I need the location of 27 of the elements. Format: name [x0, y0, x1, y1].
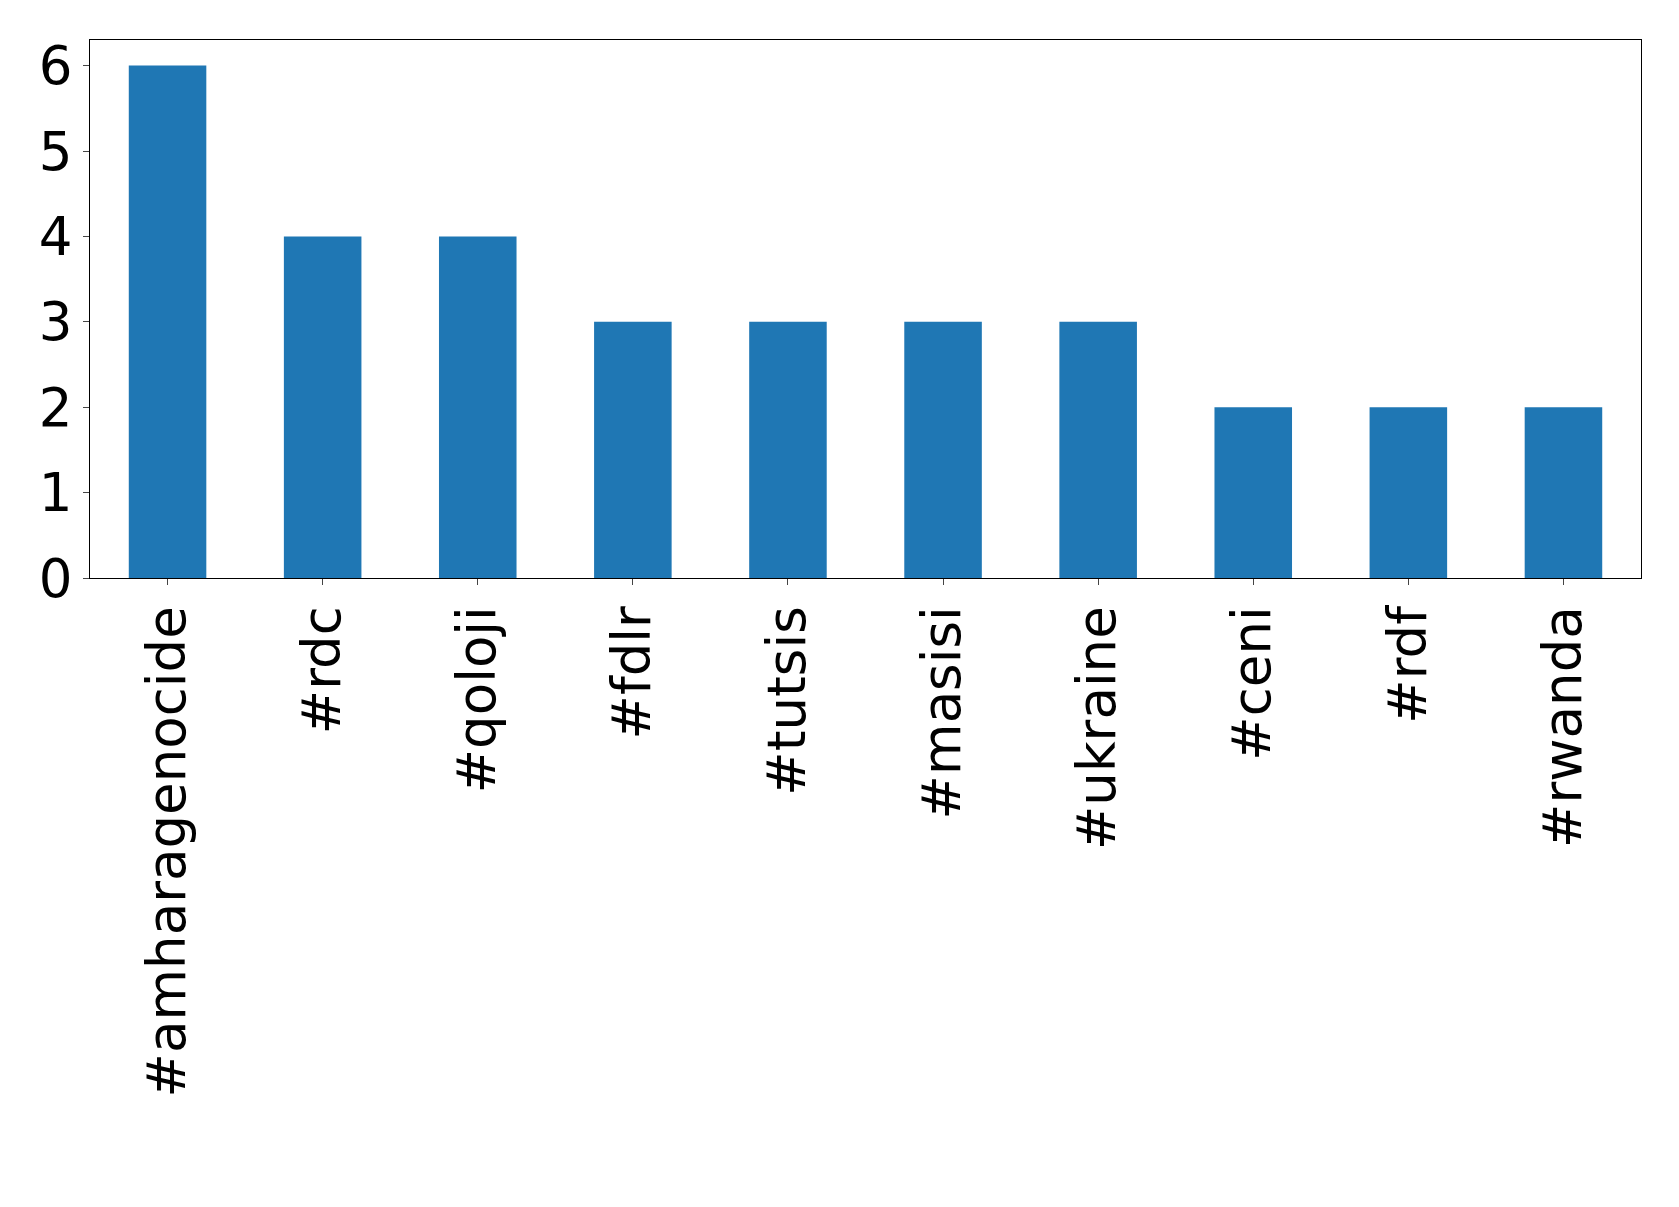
- x-tick-label: #ceni: [1221, 606, 1283, 761]
- bar: [1214, 407, 1293, 578]
- bar: [128, 65, 207, 578]
- x-tick-label: #rdf: [1376, 604, 1438, 724]
- bar: [438, 236, 517, 578]
- y-tick-label: 3: [38, 291, 73, 353]
- y-tick-label: 1: [38, 462, 73, 524]
- x-tick-label: #fdlr: [601, 606, 663, 740]
- x-tick-label: #rdc: [290, 606, 352, 735]
- bar: [594, 321, 672, 578]
- bar: [283, 236, 362, 578]
- y-tick-label: 4: [38, 205, 73, 267]
- bar: [1369, 407, 1448, 578]
- x-tick-label: #masisi: [911, 606, 973, 820]
- bar: [749, 321, 827, 578]
- x-tick-label: #amharagenocide: [135, 606, 197, 1098]
- x-tick-label: #qoloji: [445, 606, 507, 794]
- x-tick-label: #rwanda: [1531, 606, 1593, 848]
- bar: [1059, 321, 1137, 578]
- y-tick-label: 6: [38, 35, 73, 97]
- bar: [904, 321, 982, 578]
- y-tick-label: 2: [38, 376, 73, 438]
- x-tick-label: #tutsis: [756, 606, 818, 796]
- y-tick-label: 0: [38, 547, 73, 609]
- bar: [1524, 407, 1603, 578]
- y-tick-label: 5: [38, 120, 73, 182]
- x-tick-label: #ukraine: [1066, 606, 1128, 851]
